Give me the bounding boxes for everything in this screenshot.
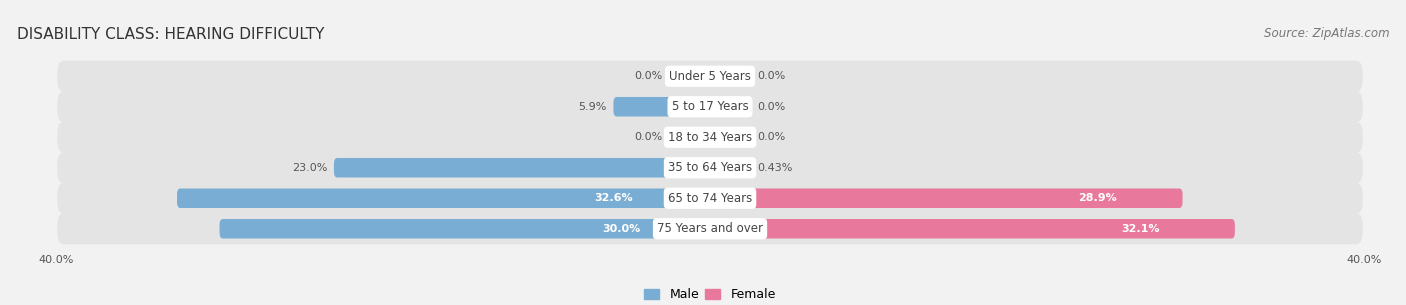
FancyBboxPatch shape <box>613 97 710 117</box>
FancyBboxPatch shape <box>58 61 1362 92</box>
FancyBboxPatch shape <box>58 122 1362 153</box>
Text: 0.0%: 0.0% <box>758 132 786 142</box>
Text: 0.0%: 0.0% <box>758 71 786 81</box>
FancyBboxPatch shape <box>177 188 710 208</box>
FancyBboxPatch shape <box>58 183 1362 214</box>
FancyBboxPatch shape <box>710 158 751 178</box>
Text: Source: ZipAtlas.com: Source: ZipAtlas.com <box>1264 27 1389 41</box>
Text: 32.6%: 32.6% <box>595 193 634 203</box>
Text: 30.0%: 30.0% <box>603 224 641 234</box>
Text: 0.0%: 0.0% <box>634 71 662 81</box>
Text: 28.9%: 28.9% <box>1078 193 1116 203</box>
FancyBboxPatch shape <box>710 188 1182 208</box>
FancyBboxPatch shape <box>710 97 751 117</box>
FancyBboxPatch shape <box>669 127 710 147</box>
FancyBboxPatch shape <box>335 158 710 178</box>
FancyBboxPatch shape <box>219 219 710 239</box>
Legend: Male, Female: Male, Female <box>640 283 780 305</box>
Text: 5 to 17 Years: 5 to 17 Years <box>672 100 748 113</box>
Text: 0.0%: 0.0% <box>758 102 786 112</box>
FancyBboxPatch shape <box>710 127 751 147</box>
FancyBboxPatch shape <box>58 213 1362 244</box>
Text: 0.43%: 0.43% <box>758 163 793 173</box>
Text: 5.9%: 5.9% <box>579 102 607 112</box>
Text: Under 5 Years: Under 5 Years <box>669 70 751 83</box>
Text: 75 Years and over: 75 Years and over <box>657 222 763 235</box>
Text: 0.0%: 0.0% <box>634 132 662 142</box>
FancyBboxPatch shape <box>58 91 1362 122</box>
Text: 35 to 64 Years: 35 to 64 Years <box>668 161 752 174</box>
Text: 23.0%: 23.0% <box>292 163 328 173</box>
FancyBboxPatch shape <box>710 219 1234 239</box>
FancyBboxPatch shape <box>669 66 710 86</box>
FancyBboxPatch shape <box>58 152 1362 183</box>
FancyBboxPatch shape <box>710 66 751 86</box>
Text: DISABILITY CLASS: HEARING DIFFICULTY: DISABILITY CLASS: HEARING DIFFICULTY <box>17 27 325 42</box>
Text: 18 to 34 Years: 18 to 34 Years <box>668 131 752 144</box>
Text: 32.1%: 32.1% <box>1121 224 1160 234</box>
Text: 65 to 74 Years: 65 to 74 Years <box>668 192 752 205</box>
